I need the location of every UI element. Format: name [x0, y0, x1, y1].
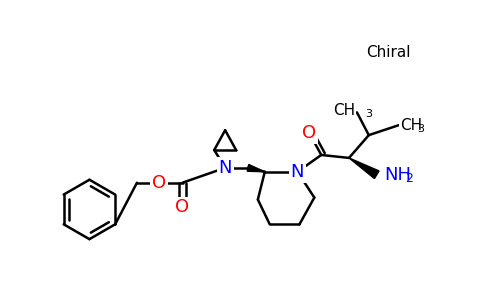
- Text: N: N: [218, 159, 232, 177]
- Text: 2: 2: [406, 172, 413, 185]
- Text: Chiral: Chiral: [366, 45, 411, 60]
- Polygon shape: [349, 158, 379, 178]
- Text: NH: NH: [385, 166, 412, 184]
- Text: 3: 3: [417, 124, 424, 134]
- Text: O: O: [151, 174, 166, 192]
- Text: CH: CH: [401, 118, 423, 133]
- Text: O: O: [176, 199, 190, 217]
- Text: O: O: [302, 124, 317, 142]
- Text: 3: 3: [365, 109, 372, 119]
- Text: CH: CH: [333, 103, 355, 118]
- Polygon shape: [247, 164, 265, 172]
- Text: N: N: [291, 163, 304, 181]
